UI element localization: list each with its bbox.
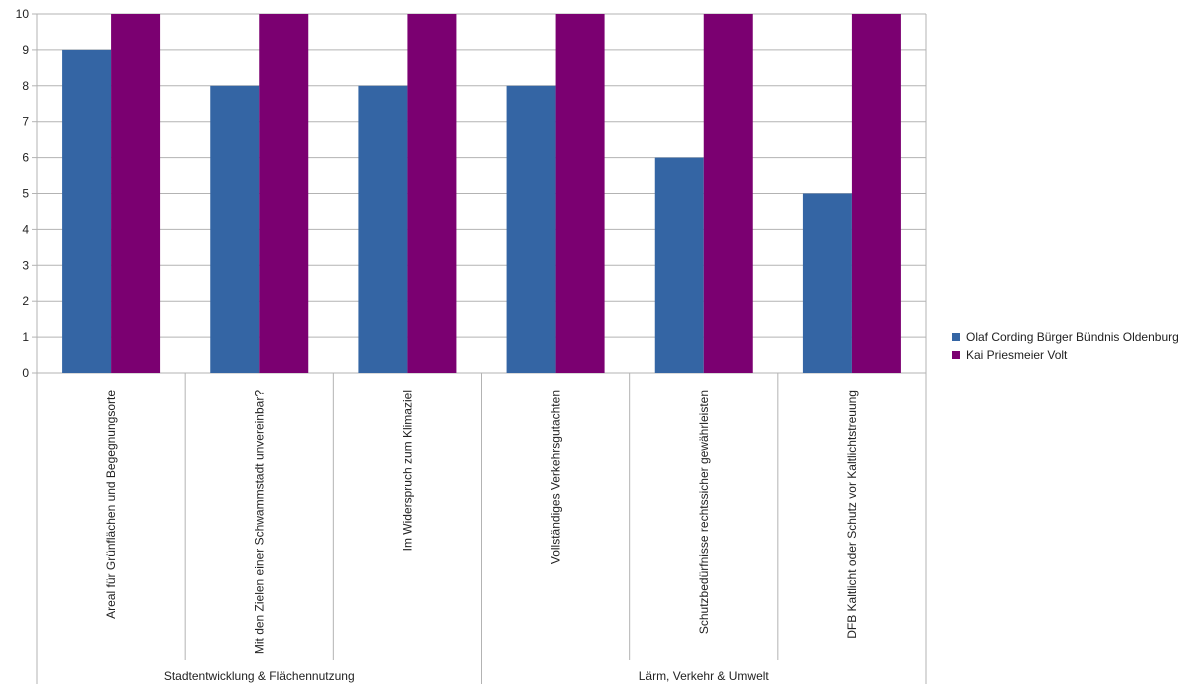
bar-series-1-cat-6 (802, 193, 852, 373)
bar-series-1-cat-3 (358, 85, 408, 374)
x-category-label-5: Schutzbedürfnisse rechtssicher gewährlei… (697, 390, 711, 634)
x-category-label-2: Mit den Zielen einer Schwammstadt unvere… (252, 390, 266, 654)
x-category-label-3: Im Widerspruch zum Klimaziel (400, 390, 414, 551)
bar-series-2-cat-2 (259, 14, 309, 373)
x-category-label-4: Vollständiges Verkehrsgutachten (549, 390, 563, 564)
x-category-label-1: Areal für Grünflächen und Begegnungsorte (104, 390, 118, 619)
y-tick-label: 8 (22, 79, 29, 93)
y-tick-label: 5 (22, 187, 29, 201)
y-tick-label: 4 (22, 222, 29, 236)
legend-swatch-series-2 (952, 351, 960, 359)
bar-series-1-cat-1 (62, 49, 112, 374)
legend-swatch-series-1 (952, 333, 960, 341)
legend: Olaf Cording Bürger Bündnis Oldenburg Ka… (952, 328, 1179, 364)
bar-series-2-cat-5 (703, 14, 753, 373)
x-group-label-2: Lärm, Verkehr & Umwelt (639, 669, 770, 683)
y-tick-label: 7 (22, 115, 29, 129)
bar-series-2-cat-4 (555, 14, 605, 373)
legend-label-series-2: Kai Priesmeier Volt (966, 348, 1068, 362)
bar-series-1-cat-4 (506, 85, 556, 374)
y-tick-label: 2 (22, 294, 29, 308)
y-tick-label: 0 (22, 366, 29, 380)
y-tick-label: 10 (16, 7, 30, 21)
bar-series-1-cat-5 (654, 157, 704, 373)
x-group-label-1: Stadtentwicklung & Flächennutzung (164, 669, 355, 683)
bar-series-2-cat-3 (407, 14, 457, 373)
legend-label-series-1: Olaf Cording Bürger Bündnis Oldenburg (966, 330, 1179, 344)
legend-item-series-1: Olaf Cording Bürger Bündnis Oldenburg (952, 328, 1179, 346)
y-tick-label: 1 (22, 330, 29, 344)
bar-series-1-cat-2 (210, 85, 260, 374)
y-tick-label: 3 (22, 258, 29, 272)
y-tick-label: 6 (22, 151, 29, 165)
y-tick-label: 9 (22, 43, 29, 57)
bar-series-2-cat-6 (851, 14, 901, 373)
bar-series-2-cat-1 (111, 14, 161, 373)
legend-item-series-2: Kai Priesmeier Volt (952, 346, 1179, 364)
x-category-label-6: DFB Kaltlicht oder Schutz vor Kaltlichts… (845, 390, 859, 639)
